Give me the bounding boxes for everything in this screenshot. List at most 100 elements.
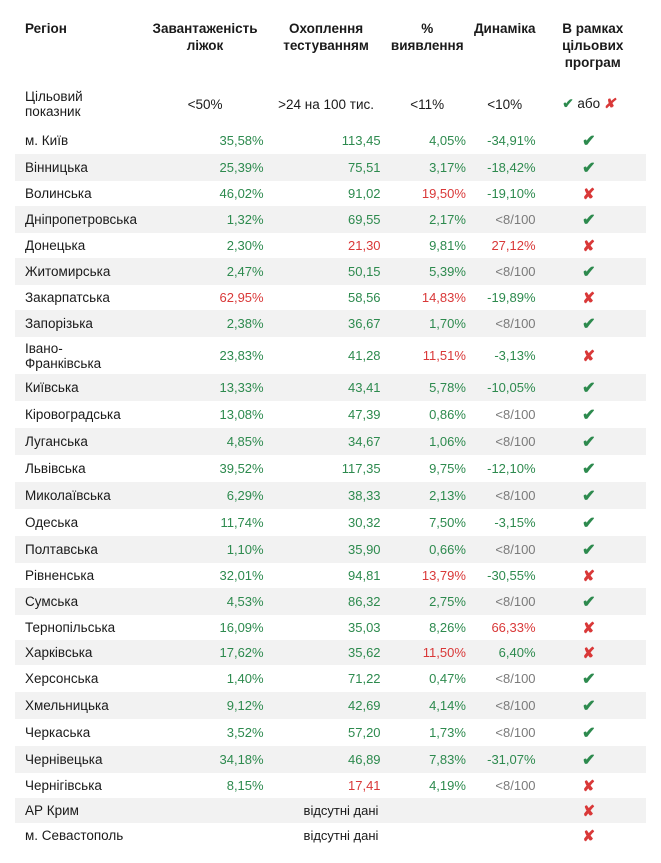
cell-region: Волинська xyxy=(15,181,142,206)
cross-icon xyxy=(582,291,595,306)
cell-testing: 35,90 xyxy=(268,536,385,563)
cell-region: м. Севастополь xyxy=(15,823,142,848)
cell-beds: 34,18% xyxy=(142,746,267,773)
cell-dynamics: -31,07% xyxy=(470,746,540,773)
cell-dynamics: <8/100 xyxy=(470,428,540,455)
cell-testing: 41,28 xyxy=(268,337,385,374)
cell-testing: 34,67 xyxy=(268,428,385,455)
cell-region: АР Крим xyxy=(15,798,142,823)
cell-beds: 3,52% xyxy=(142,719,267,746)
cell-region: м. Київ xyxy=(15,127,142,154)
check-icon xyxy=(582,672,595,687)
cell-region: Дніпропетровська xyxy=(15,206,142,233)
cell-region: Вінницька xyxy=(15,154,142,181)
cell-status xyxy=(540,563,646,588)
cell-beds: 11,74% xyxy=(142,509,267,536)
cell-status xyxy=(540,233,646,258)
table-row: м. Київ35,58%113,454,05%-34,91% xyxy=(15,127,646,154)
cell-beds: 4,53% xyxy=(142,588,267,615)
cell-beds: 8,15% xyxy=(142,773,267,798)
cell-region: Херсонська xyxy=(15,665,142,692)
cell-beds: 17,62% xyxy=(142,640,267,665)
check-icon xyxy=(582,595,595,610)
cell-detection: 1,73% xyxy=(385,719,470,746)
target-label: Цільовий показник xyxy=(15,86,142,128)
cell-dynamics: -30,55% xyxy=(470,563,540,588)
check-icon xyxy=(582,516,595,531)
cell-region: Закарпатська xyxy=(15,285,142,310)
target-row: Цільовий показник <50% >24 на 100 тис. <… xyxy=(15,86,646,128)
cell-beds: 9,12% xyxy=(142,692,267,719)
cell-status xyxy=(540,588,646,615)
cell-region: Львівська xyxy=(15,455,142,482)
col-programs: В рамках цільових програм xyxy=(540,15,646,86)
cell-beds: 1,32% xyxy=(142,206,267,233)
cell-status xyxy=(540,719,646,746)
cell-region: Миколаївська xyxy=(15,482,142,509)
cell-beds: 32,01% xyxy=(142,563,267,588)
cell-region: Івано-Франківська xyxy=(15,337,142,374)
cell-dynamics: <8/100 xyxy=(470,206,540,233)
cell-beds: 16,09% xyxy=(142,615,267,640)
cross-icon xyxy=(582,779,595,794)
table-row: Чернігівська8,15%17,414,19%<8/100 xyxy=(15,773,646,798)
cell-beds: 1,10% xyxy=(142,536,267,563)
target-legend: ✔ або ✘ xyxy=(540,86,646,128)
table-row: Одеська11,74%30,327,50%-3,15% xyxy=(15,509,646,536)
cell-testing: 86,32 xyxy=(268,588,385,615)
cross-icon xyxy=(582,569,595,584)
cell-dynamics: <8/100 xyxy=(470,482,540,509)
cell-region: Одеська xyxy=(15,509,142,536)
cell-status xyxy=(540,536,646,563)
cell-status xyxy=(540,640,646,665)
table-row: Миколаївська6,29%38,332,13%<8/100 xyxy=(15,482,646,509)
check-icon xyxy=(582,134,595,149)
cell-status xyxy=(540,482,646,509)
cell-region: Донецька xyxy=(15,233,142,258)
cell-status xyxy=(540,665,646,692)
cell-status xyxy=(540,455,646,482)
cell-detection: 0,47% xyxy=(385,665,470,692)
cell-region: Тернопільська xyxy=(15,615,142,640)
cell-region: Чернігівська xyxy=(15,773,142,798)
cell-testing: 38,33 xyxy=(268,482,385,509)
target-dynamics: <10% xyxy=(470,86,540,128)
cell-detection: 9,75% xyxy=(385,455,470,482)
cell-detection: 7,83% xyxy=(385,746,470,773)
cell-testing: 43,41 xyxy=(268,374,385,401)
cell-status xyxy=(540,310,646,337)
cell-region: Хмельницька xyxy=(15,692,142,719)
cell-testing: 94,81 xyxy=(268,563,385,588)
cell-dynamics: <8/100 xyxy=(470,310,540,337)
cell-testing: 57,20 xyxy=(268,719,385,746)
cell-testing: 17,41 xyxy=(268,773,385,798)
cell-beds: 1,40% xyxy=(142,665,267,692)
table-row: Чернівецька34,18%46,897,83%-31,07% xyxy=(15,746,646,773)
table-row: Житомирська2,47%50,155,39%<8/100 xyxy=(15,258,646,285)
cross-icon xyxy=(582,239,595,254)
cell-region: Харківська xyxy=(15,640,142,665)
cross-icon: ✘ xyxy=(604,96,615,111)
cell-detection: 2,17% xyxy=(385,206,470,233)
cell-dynamics: <8/100 xyxy=(470,773,540,798)
cell-testing: 47,39 xyxy=(268,401,385,428)
cell-detection: 1,06% xyxy=(385,428,470,455)
cell-testing: 50,15 xyxy=(268,258,385,285)
check-icon xyxy=(582,543,595,558)
check-icon xyxy=(582,753,595,768)
cell-testing: 71,22 xyxy=(268,665,385,692)
cell-status xyxy=(540,746,646,773)
cell-status xyxy=(540,374,646,401)
cell-detection: 8,26% xyxy=(385,615,470,640)
cell-testing: 36,67 xyxy=(268,310,385,337)
cell-testing: 91,02 xyxy=(268,181,385,206)
cell-region: Житомирська xyxy=(15,258,142,285)
cell-beds: 35,58% xyxy=(142,127,267,154)
cell-beds: 6,29% xyxy=(142,482,267,509)
cell-testing: 58,56 xyxy=(268,285,385,310)
col-testing: Охоплення тестуванням xyxy=(268,15,385,86)
cell-dynamics: -10,05% xyxy=(470,374,540,401)
cell-detection: 5,39% xyxy=(385,258,470,285)
cell-testing: 117,35 xyxy=(268,455,385,482)
cell-testing: 21,30 xyxy=(268,233,385,258)
